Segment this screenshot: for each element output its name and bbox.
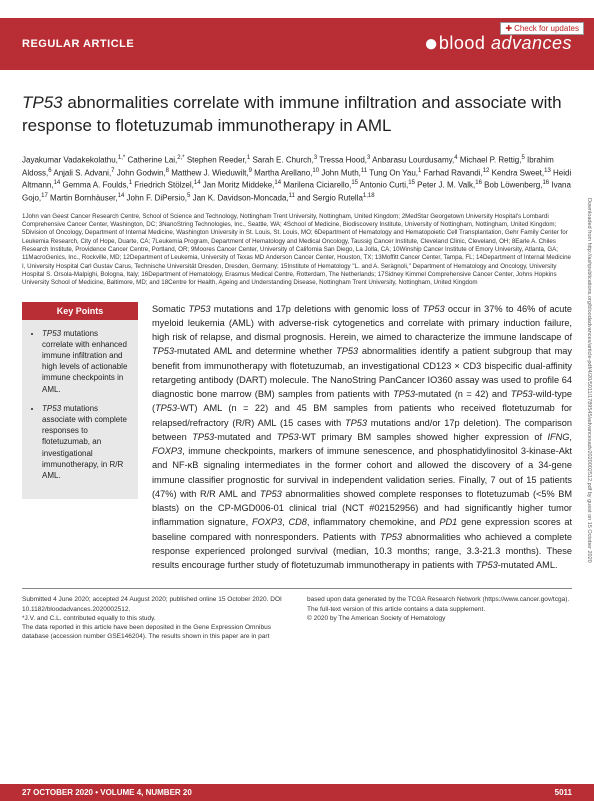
authors-list: Jayakumar Vadakekolathu,1,* Catherine La…: [22, 154, 572, 205]
check-updates-label: Check for updates: [514, 24, 579, 33]
footer-line: The full-text version of this article co…: [307, 605, 572, 614]
main-row: Key Points TP53 mutations correlate with…: [22, 302, 572, 573]
kp-gene: TP53: [42, 329, 61, 338]
update-icon: ✚: [505, 24, 512, 33]
keypoint-item: TP53 mutations associate with complete r…: [42, 403, 130, 481]
footer-divider: [22, 588, 572, 589]
footer-line: © 2020 by The American Society of Hemato…: [307, 614, 572, 623]
journal-main: blood: [439, 33, 486, 53]
kp-gene: TP53: [42, 404, 61, 413]
footer-line: Submitted 4 June 2020; accepted 24 Augus…: [22, 595, 287, 613]
title-gene: TP53: [22, 93, 63, 112]
article-title: TP53 abnormalities correlate with immune…: [22, 92, 572, 138]
keypoints-box: Key Points TP53 mutations correlate with…: [22, 302, 138, 573]
article-type: REGULAR ARTICLE: [22, 38, 134, 50]
keypoints-heading: Key Points: [22, 302, 138, 320]
footer-right: based upon data generated by the TCGA Re…: [307, 595, 572, 640]
download-note: Downloaded from http://ashpublications.o…: [586, 198, 592, 628]
title-text: abnormalities correlate with immune infi…: [22, 93, 562, 135]
affiliations: 1John van Geest Cancer Research Centre, …: [22, 213, 572, 288]
footer-line: based upon data generated by the TCGA Re…: [307, 595, 572, 604]
footer-meta: Submitted 4 June 2020; accepted 24 Augus…: [0, 595, 594, 640]
journal-sub: advances: [491, 33, 572, 53]
abstract: Somatic TP53 mutations and 17p deletions…: [152, 302, 572, 573]
footer-line: *J.V. and C.L. contributed equally to th…: [22, 614, 287, 623]
keypoint-item: TP53 mutations correlate with enhanced i…: [42, 328, 130, 395]
footer-left: Submitted 4 June 2020; accepted 24 Augus…: [22, 595, 287, 640]
content-area: TP53 abnormalities correlate with immune…: [0, 70, 594, 572]
check-updates-badge[interactable]: ✚ Check for updates: [500, 22, 584, 35]
footer-line: The data reported in this article have b…: [22, 623, 287, 641]
page-footer-bar: 27 OCTOBER 2020 • VOLUME 4, NUMBER 20 50…: [0, 784, 594, 801]
kp-text: mutations correlate with enhanced immune…: [42, 329, 127, 394]
keypoints-body: TP53 mutations correlate with enhanced i…: [22, 320, 138, 499]
page-number: 5011: [555, 788, 572, 797]
issue-info: 27 OCTOBER 2020 • VOLUME 4, NUMBER 20: [22, 788, 192, 797]
logo-dot-icon: ●: [424, 30, 439, 57]
kp-text: mutations associate with complete respon…: [42, 404, 127, 480]
